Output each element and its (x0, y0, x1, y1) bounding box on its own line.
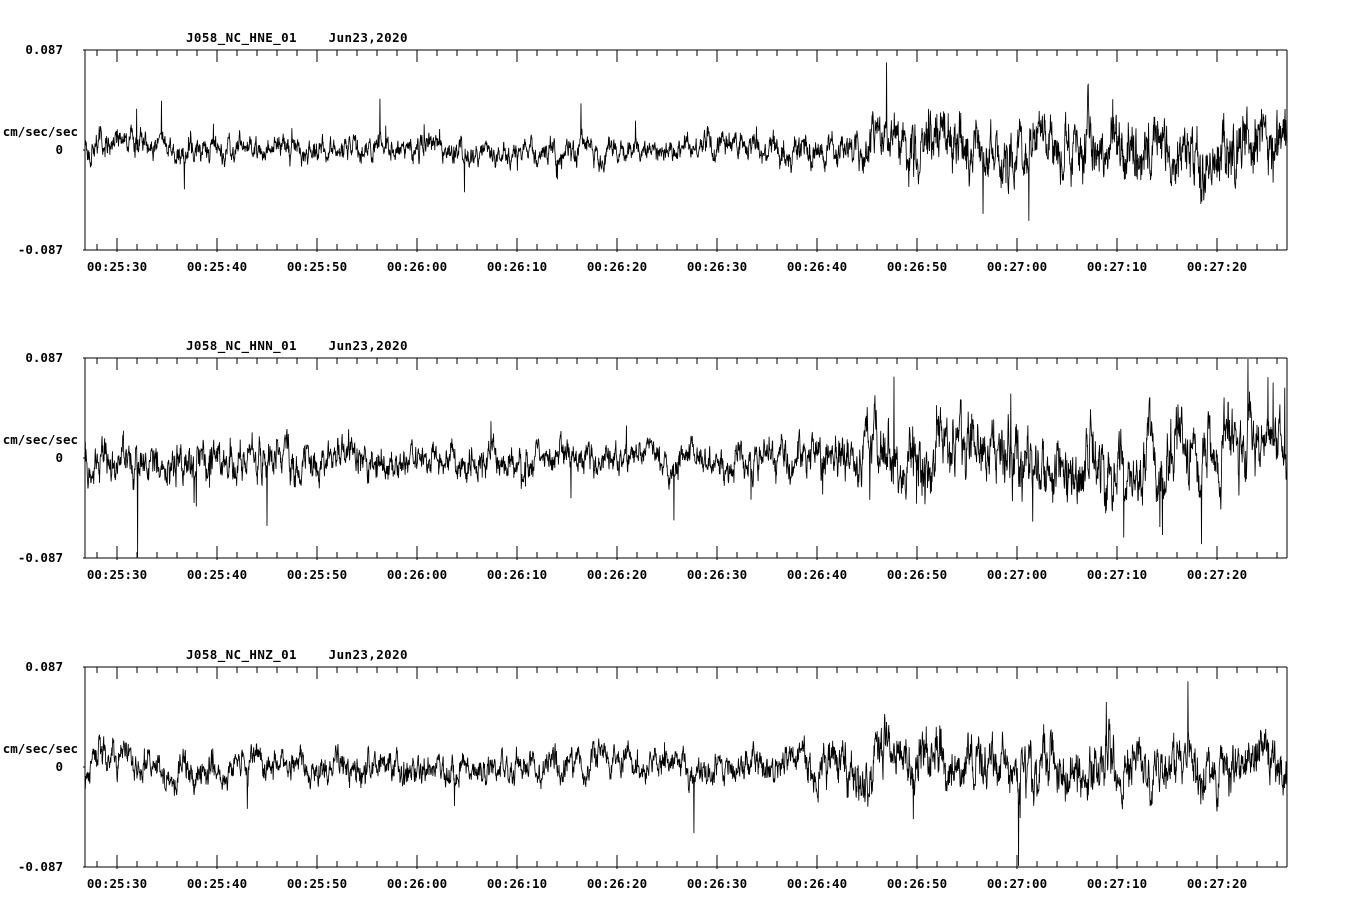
x-tick-label: 00:26:10 (486, 259, 548, 274)
x-tick-label: 00:26:50 (886, 567, 948, 582)
x-tick-label: 00:25:30 (86, 876, 148, 891)
x-tick-label: 00:26:40 (786, 876, 848, 891)
waveform-trace-hne (84, 62, 1288, 221)
x-tick-label: 00:25:40 (186, 259, 248, 274)
x-tick-label: 00:25:50 (286, 567, 348, 582)
x-tick-label: 00:26:20 (586, 259, 648, 274)
y-tick-label: 0.087 (25, 42, 63, 57)
plot-frame (84, 49, 1288, 251)
y-tick-label: -0.087 (17, 242, 63, 257)
y-tick-label: 0 (55, 759, 63, 774)
y-tick-label: -0.087 (17, 550, 63, 565)
plot-frame (84, 666, 1288, 868)
panel-title-hnz: J058_NC_HNZ_01 Jun23,2020 (186, 647, 408, 662)
x-tick-label: 00:25:30 (86, 259, 148, 274)
waveform-trace-hnn (84, 358, 1288, 558)
x-tick-label: 00:26:10 (486, 567, 548, 582)
y-tick-label: -0.087 (17, 859, 63, 874)
x-tick-label: 00:26:30 (686, 567, 748, 582)
axis-ticks (83, 49, 1278, 252)
x-tick-label: 00:27:20 (1186, 876, 1248, 891)
waveform-trace-hnz (84, 681, 1288, 867)
x-tick-label: 00:26:50 (886, 259, 948, 274)
x-tick-label: 00:27:10 (1086, 567, 1148, 582)
x-tick-label: 00:27:00 (986, 876, 1048, 891)
x-tick-label: 00:27:10 (1086, 259, 1148, 274)
x-tick-label: 00:25:30 (86, 567, 148, 582)
x-tick-label: 00:26:30 (686, 259, 748, 274)
x-tick-label: 00:27:00 (986, 567, 1048, 582)
y-tick-label: 0 (55, 142, 63, 157)
x-tick-label: 00:26:40 (786, 259, 848, 274)
plot-area-hnz (83, 666, 1288, 869)
axis-ticks (83, 357, 1278, 560)
plot-frame (84, 357, 1288, 559)
y-tick-label: 0 (55, 450, 63, 465)
x-tick-label: 00:26:50 (886, 876, 948, 891)
panel-title-hnn: J058_NC_HNN_01 Jun23,2020 (186, 338, 408, 353)
x-tick-label: 00:26:20 (586, 876, 648, 891)
x-tick-label: 00:26:00 (386, 876, 448, 891)
x-tick-label: 00:26:10 (486, 876, 548, 891)
x-tick-label: 00:25:50 (286, 259, 348, 274)
x-tick-label: 00:26:00 (386, 567, 448, 582)
x-tick-label: 00:27:10 (1086, 876, 1148, 891)
plot-area-hne (83, 49, 1288, 252)
x-tick-label: 00:27:00 (986, 259, 1048, 274)
x-tick-label: 00:26:40 (786, 567, 848, 582)
y-axis-unit-label-hnz: cm/sec/sec (2, 741, 78, 756)
panel-title-hne: J058_NC_HNE_01 Jun23,2020 (186, 30, 408, 45)
y-axis-unit-label-hne: cm/sec/sec (2, 124, 78, 139)
x-tick-label: 00:26:30 (686, 876, 748, 891)
x-tick-label: 00:27:20 (1186, 567, 1248, 582)
plot-area-hnn (83, 357, 1288, 560)
x-tick-label: 00:26:00 (386, 259, 448, 274)
x-tick-label: 00:25:50 (286, 876, 348, 891)
x-tick-label: 00:26:20 (586, 567, 648, 582)
x-tick-label: 00:25:40 (186, 567, 248, 582)
y-axis-unit-label-hnn: cm/sec/sec (2, 432, 78, 447)
axis-ticks (83, 666, 1278, 869)
y-tick-label: 0.087 (25, 659, 63, 674)
x-tick-label: 00:25:40 (186, 876, 248, 891)
x-tick-label: 00:27:20 (1186, 259, 1248, 274)
y-tick-label: 0.087 (25, 350, 63, 365)
